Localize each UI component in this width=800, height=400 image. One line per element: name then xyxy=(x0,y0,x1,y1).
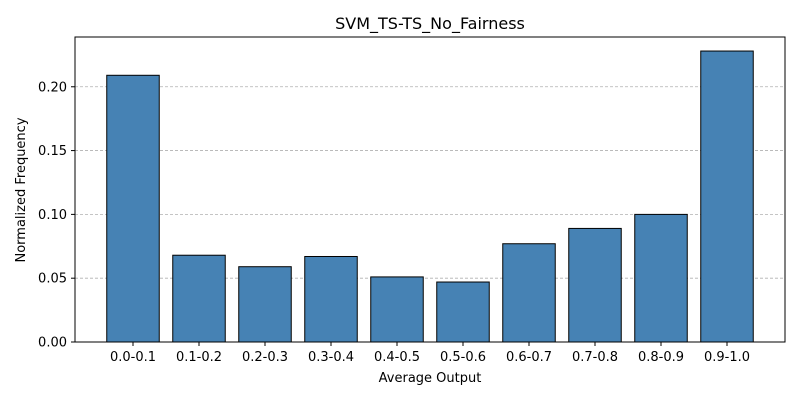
bars xyxy=(106,50,754,343)
y-tick-label: 0.20 xyxy=(38,80,67,95)
x-tick-label: 0.4-0.5 xyxy=(374,350,420,365)
chart-title: SVM_TS-TS_No_Fairness xyxy=(335,14,525,34)
x-tick-label: 0.5-0.6 xyxy=(440,350,486,365)
x-tick-label: 0.2-0.3 xyxy=(242,350,288,365)
bar-0.3-0.4 xyxy=(304,255,358,343)
bar-0.7-0.8 xyxy=(568,227,622,343)
bar-0.1-0.2 xyxy=(172,254,226,343)
x-tick-label: 0.3-0.4 xyxy=(308,350,354,365)
y-tick-label: 0.00 xyxy=(38,336,67,351)
x-axis-label: Average Output xyxy=(379,371,482,386)
bar-0.6-0.7 xyxy=(502,243,556,343)
bar-0.4-0.5 xyxy=(370,276,424,343)
y-axis-label: Normalized Frequency xyxy=(14,117,29,262)
y-axis-ticks: 0.00 0.05 0.10 0.15 0.20 xyxy=(38,80,75,351)
x-tick-label: 0.7-0.8 xyxy=(572,350,618,365)
x-axis-ticks: 0.0-0.1 0.1-0.2 0.2-0.3 0.3-0.4 0.4-0.5 0.5-0… xyxy=(110,342,750,365)
bar-0.8-0.9 xyxy=(634,213,688,343)
y-tick-label: 0.15 xyxy=(38,144,67,159)
x-tick-label: 0.0-0.1 xyxy=(110,350,156,365)
plot-frame xyxy=(74,36,786,343)
bar-0.0-0.1 xyxy=(106,74,160,343)
bar-0.2-0.3 xyxy=(238,266,292,343)
bar-0.9-1.0 xyxy=(700,50,754,343)
y-tick-label: 0.10 xyxy=(38,208,67,223)
bar-0.5-0.6 xyxy=(436,281,490,343)
y-tick-label: 0.05 xyxy=(38,272,67,287)
x-tick-label: 0.1-0.2 xyxy=(176,350,222,365)
x-tick-label: 0.6-0.7 xyxy=(506,350,552,365)
x-tick-label: 0.8-0.9 xyxy=(638,350,684,365)
x-tick-label: 0.9-1.0 xyxy=(704,350,750,365)
